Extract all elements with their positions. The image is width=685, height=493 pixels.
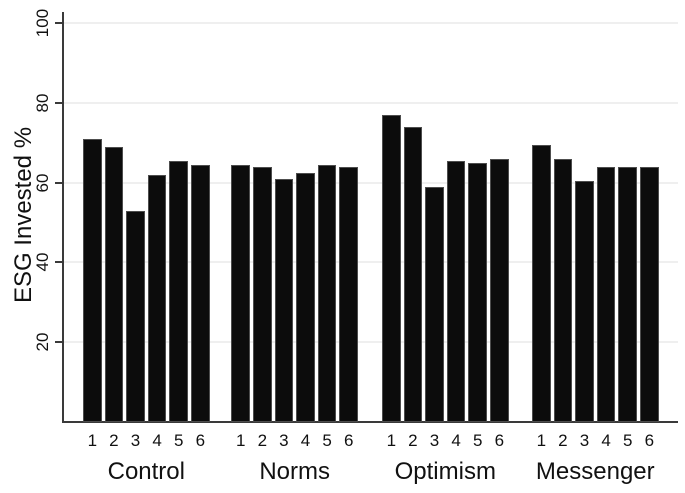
y-tick-label: 80 bbox=[33, 93, 52, 113]
bar-number-label: 4 bbox=[152, 431, 162, 450]
y-tick-label: 100 bbox=[33, 8, 52, 38]
bar bbox=[640, 166, 659, 422]
bar bbox=[274, 178, 294, 422]
bar bbox=[596, 166, 616, 422]
bar bbox=[618, 166, 637, 422]
y-tick bbox=[55, 341, 62, 344]
bar-number-label: 1 bbox=[536, 431, 547, 450]
group-label: Optimism bbox=[394, 458, 496, 485]
bar-number-label: 3 bbox=[579, 431, 590, 450]
bar bbox=[296, 172, 315, 422]
bar bbox=[382, 114, 401, 422]
bar-number-label: 2 bbox=[558, 431, 568, 450]
y-axis-line bbox=[62, 12, 64, 422]
bar bbox=[126, 210, 145, 422]
bar bbox=[553, 158, 573, 422]
bar-number-label: 3 bbox=[429, 431, 440, 450]
bar bbox=[231, 164, 250, 422]
bar-number-label: 2 bbox=[408, 431, 418, 450]
bar bbox=[83, 138, 102, 422]
bar-number-label: 5 bbox=[472, 431, 483, 450]
bar-number-label: 2 bbox=[257, 431, 268, 450]
bar bbox=[339, 166, 358, 422]
bar-number-label: 6 bbox=[343, 431, 354, 450]
bar bbox=[575, 180, 594, 422]
bar-number-label: 5 bbox=[322, 431, 332, 450]
bar-number-label: 3 bbox=[130, 431, 141, 450]
bar-number-label: 1 bbox=[235, 431, 246, 450]
bar bbox=[147, 174, 167, 422]
y-tick-label: 60 bbox=[33, 173, 52, 193]
bar-number-label: 2 bbox=[109, 431, 119, 450]
bar bbox=[169, 160, 188, 422]
bar bbox=[104, 146, 124, 422]
y-tick bbox=[55, 181, 62, 184]
bar-number-label: 6 bbox=[195, 431, 206, 450]
bar-number-label: 4 bbox=[451, 431, 461, 450]
bar-number-label: 4 bbox=[601, 431, 611, 450]
bar bbox=[532, 144, 551, 422]
bar bbox=[317, 164, 337, 422]
group-label: Control bbox=[107, 458, 185, 485]
y-gridline bbox=[64, 341, 678, 344]
group-label: Messenger bbox=[535, 458, 655, 485]
bar-number-label: 5 bbox=[173, 431, 184, 450]
y-tick-label: 40 bbox=[33, 252, 52, 272]
y-tick-label: 20 bbox=[33, 332, 52, 352]
y-gridline bbox=[64, 181, 678, 184]
bar bbox=[490, 158, 509, 422]
bar-number-label: 3 bbox=[279, 431, 289, 450]
y-tick bbox=[55, 261, 62, 264]
bar-number-label: 6 bbox=[494, 431, 505, 450]
bar-number-label: 1 bbox=[87, 431, 98, 450]
bar bbox=[253, 166, 272, 422]
bar bbox=[191, 164, 210, 422]
bar-number-label: 4 bbox=[300, 431, 311, 450]
x-axis-line bbox=[62, 421, 678, 423]
bar-number-label: 1 bbox=[386, 431, 397, 450]
y-gridline bbox=[64, 101, 678, 104]
bar bbox=[425, 186, 444, 422]
y-tick bbox=[55, 22, 62, 24]
bar bbox=[403, 126, 423, 422]
y-gridline bbox=[64, 22, 678, 24]
bar-number-label: 6 bbox=[644, 431, 655, 450]
y-tick bbox=[55, 101, 62, 104]
group-label: Norms bbox=[259, 458, 331, 485]
y-gridline bbox=[64, 261, 678, 264]
bar bbox=[468, 162, 487, 422]
bar bbox=[446, 160, 466, 422]
bar-number-label: 5 bbox=[622, 431, 633, 450]
